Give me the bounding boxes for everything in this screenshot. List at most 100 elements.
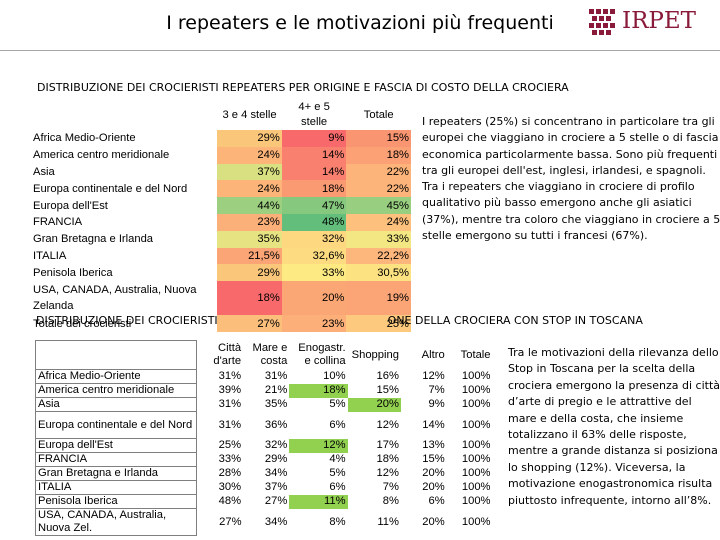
value-cell: 100%	[461, 398, 491, 411]
value-cell: 5%	[329, 467, 346, 480]
value-cell: 11%	[377, 515, 399, 528]
value-cell: 20%	[347, 397, 401, 412]
value-cell: 7%	[382, 481, 399, 494]
repeaters-origin-cost-table: 3 e 4 stelle 4+ e 5 stelle Totale Africa…	[31, 100, 411, 332]
value-cell: 100%	[461, 515, 491, 528]
value-cell: 17%	[376, 439, 399, 452]
value-cell: 39%	[218, 384, 242, 397]
value-cell: 5%	[329, 398, 346, 411]
value-cell: 21,5%	[217, 247, 282, 265]
value-cell: 27%	[217, 315, 282, 332]
value-cell: 35%	[217, 230, 282, 248]
value-cell: 27%	[264, 495, 288, 508]
value-cell: 31%	[218, 418, 242, 431]
column-header: Totale	[460, 348, 491, 361]
value-cell: 18%	[376, 453, 399, 466]
table-row: Europa dell'Est 44% 47% 45%	[31, 197, 411, 214]
value-cell: 32%	[281, 230, 347, 248]
row-label: Asia	[34, 397, 198, 412]
value-cell: 100%	[461, 495, 491, 508]
column-header: Shopping	[351, 348, 399, 361]
logo-pattern-icon	[588, 8, 618, 36]
table1-heading: DISTRIBUZIONE DEI CROCIERISTI REPEATERS …	[37, 81, 569, 94]
corner-cell	[31, 100, 217, 130]
value-cell: 33%	[218, 453, 242, 466]
row-label: ITALIA	[34, 480, 198, 495]
table-row: Asia 37% 14% 22%	[31, 163, 411, 181]
value-cell: 29%	[264, 453, 288, 466]
row-label: Gran Bretagna e Irlanda	[33, 233, 154, 246]
row-label: FRANCIA	[34, 452, 198, 467]
value-cell: 100%	[461, 384, 491, 397]
table-row: Africa Medio-Oriente 31% 31% 10% 16% 12% 100%	[34, 369, 493, 384]
value-cell: 36%	[264, 418, 288, 431]
value-cell: 8%	[329, 515, 346, 528]
irpet-logo: IRPET	[588, 6, 714, 38]
value-cell: 44%	[217, 197, 282, 214]
table-row: Gran Bretagna e Irlanda 35% 32% 33%	[31, 230, 411, 248]
value-cell: 20%	[422, 515, 445, 528]
value-cell: 37%	[217, 163, 282, 181]
value-cell: 12%	[289, 438, 348, 453]
column-header: Enogastr. e collina	[298, 342, 346, 367]
table-row: Europa continentale e del Nord 24% 18% 22%	[31, 180, 411, 198]
row-label: FRANCIA	[33, 216, 83, 229]
table-row: Penisola Iberica 48% 27% 11% 8% 6% 100%	[34, 494, 493, 509]
value-cell: 100%	[461, 453, 491, 466]
row-label: Europa dell'Est	[34, 438, 198, 453]
column-header: Mare e costa	[252, 342, 288, 367]
value-cell: 31%	[218, 370, 242, 383]
column-header: Totale	[363, 108, 394, 121]
table-row: ITALIA 21,5% 32,6% 22,2%	[31, 247, 411, 265]
value-cell: 25%	[218, 439, 242, 452]
row-label: Europa continentale e del Nord	[33, 182, 188, 195]
value-cell: 8%	[382, 495, 399, 508]
value-cell: 33%	[346, 230, 411, 248]
table-row: FRANCIA 23% 48% 24%	[31, 213, 411, 231]
value-cell: 21%	[264, 384, 288, 397]
table-row: Europa continentale e del Nord 31% 36% 6% 12…	[34, 411, 493, 439]
repeaters-commentary: I repeaters (25%) si concentrano in part…	[422, 115, 720, 243]
value-cell: 15%	[346, 130, 411, 147]
table-row: Totale dei crocieristi 27% 23% 25%	[31, 315, 411, 332]
value-cell: 28%	[218, 467, 242, 480]
table-row: Asia 31% 35% 5% 20% 9% 100%	[34, 397, 493, 412]
table-row: ITALIA 30% 37% 6% 7% 20% 100%	[34, 480, 493, 495]
value-cell: 18%	[217, 281, 282, 316]
row-label: Penisola Iberica	[34, 494, 198, 509]
value-cell: 18%	[281, 180, 347, 198]
value-cell: 24%	[217, 146, 282, 164]
table-row: Gran Bretagna e Irlanda 28% 34% 5% 12% 20% 100…	[34, 466, 493, 481]
value-cell: 30%	[218, 481, 242, 494]
value-cell: 32%	[264, 439, 288, 452]
row-label: ITALIA	[33, 249, 67, 262]
row-label: Africa Medio-Oriente	[34, 369, 198, 384]
value-cell: 11%	[289, 494, 348, 509]
value-cell: 23%	[217, 213, 282, 231]
value-cell: 34%	[264, 515, 288, 528]
value-cell: 25%	[346, 315, 411, 332]
value-cell: 9%	[428, 398, 445, 411]
value-cell: 35%	[264, 398, 288, 411]
motivations-table: Città d'arte Mare e costa Enogastr. e co…	[34, 340, 493, 536]
value-cell: 14%	[422, 418, 445, 431]
value-cell: 12%	[376, 418, 399, 431]
table-row: Penisola Iberica 29% 33% 30,5%	[31, 264, 411, 282]
value-cell: 6%	[329, 418, 346, 431]
column-header: 3 e 4 stelle	[222, 108, 277, 121]
value-cell: 7%	[428, 384, 445, 397]
row-label: Gran Bretagna e Irlanda	[34, 466, 198, 481]
value-cell: 16%	[376, 370, 399, 383]
value-cell: 45%	[346, 197, 411, 214]
value-cell: 24%	[346, 213, 411, 231]
value-cell: 100%	[461, 418, 491, 431]
corner-cell	[34, 340, 198, 370]
row-label: America centro meridionale	[33, 149, 170, 162]
value-cell: 18%	[346, 146, 411, 164]
value-cell: 29%	[217, 130, 282, 147]
value-cell: 22%	[346, 180, 411, 198]
row-label: USA, CANADA, Australia, Nuova Zel.	[34, 508, 198, 536]
row-label: Africa Medio-Oriente	[33, 132, 136, 145]
table-header-row: Città d'arte Mare e costa Enogastr. e co…	[34, 340, 493, 370]
row-label: America centro meridionale	[34, 383, 198, 398]
